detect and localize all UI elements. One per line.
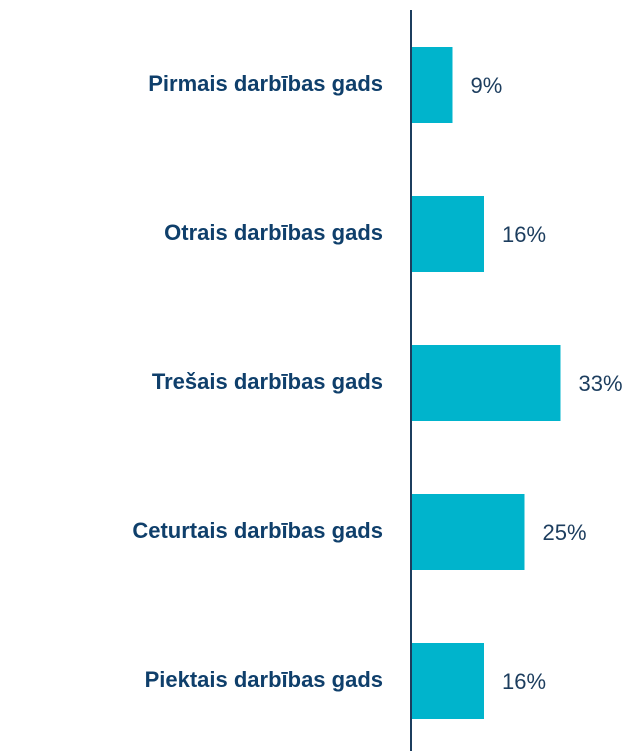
category-label: Ceturtais darbības gads	[132, 518, 383, 543]
value-label: 25%	[543, 520, 587, 545]
bar	[412, 643, 484, 719]
category-label: Otrais darbības gads	[164, 220, 383, 245]
category-label: Pirmais darbības gads	[148, 71, 383, 96]
category-label: Trešais darbības gads	[152, 369, 383, 394]
bar	[412, 196, 484, 272]
category-label: Piektais darbības gads	[145, 667, 383, 692]
value-label: 9%	[471, 73, 503, 98]
value-label: 16%	[502, 669, 546, 694]
bar	[412, 345, 561, 421]
value-label: 16%	[502, 222, 546, 247]
bar	[412, 494, 525, 570]
value-label: 33%	[579, 371, 623, 396]
bar	[412, 47, 453, 123]
